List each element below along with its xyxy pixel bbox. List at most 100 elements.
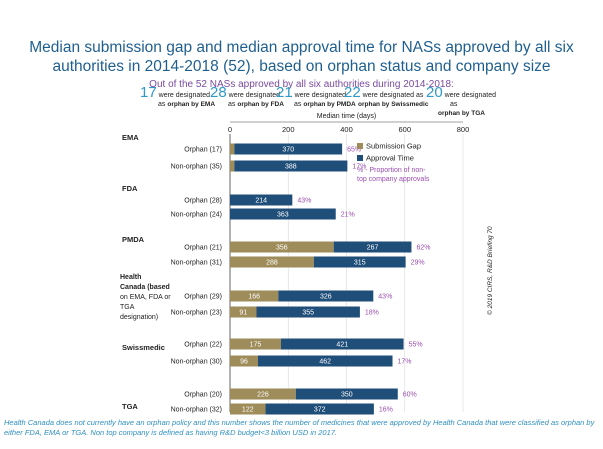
stat-pmda: 21 were designated as orphan by PMDA [276,85,356,109]
group-label: PMDA [122,235,145,244]
pct-label: 29% [411,260,425,267]
stat-as: as [294,101,304,108]
approval-time-bar [230,208,336,220]
pct-label: 55% [409,342,423,349]
row-label: Non-orphan (32) [171,407,222,414]
approval-time-bar [265,403,374,415]
approval-time-label: 315 [354,260,366,267]
stat-swissmedic: 22 were designated as orphan by Swissmed… [344,85,429,109]
submission-gap-bar [230,388,296,400]
approval-time-bar [257,355,393,367]
row-label: Non-orphan (31) [171,260,222,267]
row-label: Orphan (17) [184,147,222,154]
title-line-1: Median submission gap and median approva… [29,39,574,56]
pct-label: 43% [297,198,311,205]
approval-time-label: 421 [336,342,348,349]
row-label: Orphan (21) [184,245,222,252]
approval-time-label: 350 [341,392,353,399]
group-label: Swissmedic [122,343,165,352]
pct-label: 62% [416,245,430,252]
stat-number: 20 [426,84,443,101]
submission-gap-label: 226 [257,392,269,399]
approval-time-label: 372 [314,407,326,414]
submission-gap-bar [230,403,266,415]
pct-label: 17% [398,359,412,366]
legend-label-approval-time: Approval Time [366,154,414,163]
approval-time-bar [280,338,404,350]
group-label-line: TGA [120,304,135,311]
approval-time-label: 462 [319,359,331,366]
stat-as: as [228,101,238,108]
row-label: Orphan (20) [184,392,222,399]
legend-swatch-approval-time [357,155,363,161]
x-tick-label: 400 [340,125,353,134]
stat-as: as [158,101,168,108]
approval-time-label: 355 [302,310,314,317]
group-label-line: Canada (based [120,284,170,291]
x-tick-label: 0 [228,125,232,134]
stat-text: were designated [294,92,347,99]
approval-time-label: 370 [282,147,294,154]
stat-label: orphan by EMA [167,101,216,108]
stat-fda: 28 were designated as orphan by FDA [210,85,284,109]
stat-text: were designated as [362,92,424,99]
approval-time-bar [234,143,343,155]
approval-time-bar [313,256,406,268]
legend-swatch-submission-gap [357,143,363,149]
stat-text: were designated [228,92,281,99]
pct-label: 21% [341,212,355,219]
group-label: FDA [122,184,138,193]
submission-gap-label: 166 [248,294,260,301]
submission-gap-bar [230,256,314,268]
approval-time-label: 214 [255,198,267,205]
title-line-2: authorities in 2014-2018 (52), based on … [52,58,551,75]
submission-gap-label: 96 [240,359,248,366]
chart-subtitle: Out of the 52 NASs approved by all six a… [149,79,454,90]
approval-time-label: 363 [277,212,289,219]
group-label-line: designation) [120,314,158,321]
pct-label: 65% [347,147,361,154]
submission-gap-bar [230,338,281,350]
chart-title: Median submission gap and median approva… [0,38,603,76]
submission-gap-label: 122 [242,407,254,414]
stat-ema: 17 were designated as orphan by EMA [140,85,216,109]
row-label: Non-orphan (30) [171,359,222,366]
approval-time-bar [278,290,374,302]
legend-label-submission-gap: Submission Gap [366,142,421,151]
stat-number: 22 [344,84,361,101]
pct-label: 17% [352,164,366,171]
pct-label: 18% [365,310,379,317]
row-label: Orphan (29) [184,294,222,301]
stat-text: were designated [444,92,497,99]
approval-time-bar [333,241,412,253]
submission-gap-label: 91 [239,310,247,317]
pct-label: 16% [379,407,393,414]
footnote: Health Canada does not currently have an… [4,418,595,437]
row-label: Orphan (22) [184,342,222,349]
row-label: Non-orphan (23) [171,310,222,317]
stat-label: orphan by TGA [438,110,485,117]
stat-as: as [450,101,458,108]
row-label: Non-orphan (24) [171,212,222,219]
stat-label: orphan by FDA [237,101,284,108]
approval-time-bar [295,388,398,400]
x-tick-label: 200 [282,125,295,134]
pct-label: 60% [403,392,417,399]
row-label: Orphan (28) [184,198,222,205]
pct-label: 43% [378,294,392,301]
stat-label: orphan by Swissmedic [358,101,429,108]
x-axis-label: Median time (days) [317,113,377,120]
submission-gap-bar [230,355,258,367]
submission-gap-bar [230,241,334,253]
copyright-text: © 2019 CIRS, R&D Briefing 70 [486,226,494,315]
group-label-line: on EMA, FDA or [120,294,171,301]
group-label: EMA [122,133,139,142]
stat-number: 28 [210,84,227,101]
stat-number: 21 [276,84,293,101]
group-label: TGA [122,402,138,411]
submission-gap-label: 288 [266,260,278,267]
stat-text: were designated [158,92,211,99]
approval-time-bar [256,306,360,318]
approval-time-label: 388 [285,164,297,171]
stat-tga: 20 were designated as orphan by TGA [426,85,497,118]
